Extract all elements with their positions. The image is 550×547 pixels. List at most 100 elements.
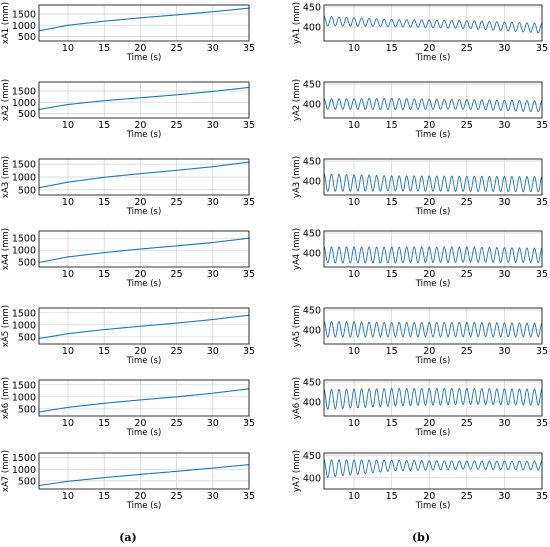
- chart-a2-xtick-label: 10: [62, 120, 74, 131]
- chart-a2-xtick-label: 35: [243, 120, 255, 131]
- chart-b6: 10 15 20 25 30 35 400 450 Time (s) yA6 (mm): [292, 377, 548, 438]
- chart-b3-xtick-label: 20: [423, 197, 435, 208]
- chart-a5-xtick-label: 35: [243, 346, 255, 357]
- chart-a4-ytick-label: 1000: [12, 246, 36, 257]
- chart-b5-xtick-label: 30: [498, 346, 510, 357]
- chart-a5-xlabel: Time (s): [126, 356, 162, 366]
- chart-b3-xtick-label: 10: [348, 197, 360, 208]
- chart-a4-xtick-label: 20: [134, 269, 146, 280]
- chart-a4-xlabel: Time (s): [126, 279, 162, 289]
- chart-a3-xtick-label: 10: [62, 197, 74, 208]
- chart-a1-xtick-label: 30: [207, 43, 219, 54]
- chart-a7-xtick-label: 30: [207, 491, 219, 502]
- chart-a5-xtick-label: 25: [171, 346, 183, 357]
- chart-b4-xtick-label: 10: [348, 269, 360, 280]
- chart-a2-xtick-label: 25: [171, 120, 183, 131]
- chart-a2-ylabel: xA2 (mm): [1, 79, 11, 121]
- chart-b1-xtick-label: 15: [386, 43, 398, 54]
- chart-a6-ytick-label: 1000: [12, 392, 36, 403]
- chart-b7-ytick-label: 400: [303, 473, 321, 484]
- chart-b4-xtick-label: 25: [461, 269, 473, 280]
- chart-b7-xtick-label: 30: [498, 491, 510, 502]
- chart-a6-ytick-label: 500: [18, 404, 36, 415]
- chart-b2-ytick-label: 450: [303, 80, 321, 91]
- chart-b2-frame: [323, 81, 543, 119]
- chart-a7-ytick-label: 1500: [12, 453, 36, 464]
- chart-a3-frame: [38, 158, 250, 196]
- chart-a1-series-0: [38, 7, 250, 32]
- chart-b6-xtick-label: 25: [461, 418, 473, 429]
- chart-b1-xtick-label: 20: [423, 43, 435, 54]
- chart-b1-xtick-label: 25: [461, 43, 473, 54]
- chart-b7-frame: [323, 452, 543, 490]
- chart-a1-ytick-label: 500: [18, 32, 36, 43]
- chart-a3-ylabel: xA3 (mm): [1, 156, 11, 198]
- chart-b1-xlabel: Time (s): [415, 53, 451, 63]
- chart-a2-xtick-label: 30: [207, 120, 219, 131]
- chart-b2-xtick-label: 25: [461, 120, 473, 131]
- panel-label-a: (a): [119, 531, 137, 544]
- chart-b3-ytick-label: 400: [303, 177, 321, 188]
- chart-a1-xtick-label: 35: [243, 43, 255, 54]
- chart-b5-ytick-label: 400: [303, 326, 321, 337]
- chart-b2-xtick-label: 10: [348, 120, 360, 131]
- chart-b4-frame: [323, 230, 543, 268]
- chart-a3-ytick-label: 500: [18, 185, 36, 196]
- chart-b5-xtick-label: 15: [386, 346, 398, 357]
- chart-a7-ylabel: xA7 (mm): [1, 450, 11, 492]
- chart-b2-ylabel: yA2 (mm): [292, 79, 302, 121]
- chart-a7-xtick-label: 10: [62, 491, 74, 502]
- chart-a1-xtick-label: 20: [134, 43, 146, 54]
- chart-a1-xtick-label: 25: [171, 43, 183, 54]
- chart-a1-ylabel: xA1 (mm): [1, 2, 11, 44]
- chart-b4-xtick-label: 30: [498, 269, 510, 280]
- chart-a5-ylabel: xA5 (mm): [1, 305, 11, 347]
- chart-b5-series-0: [323, 320, 543, 338]
- chart-b6-xtick-label: 10: [348, 418, 360, 429]
- chart-b5-xlabel: Time (s): [415, 356, 451, 366]
- chart-b2-xtick-label: 35: [536, 120, 548, 131]
- chart-b3-ytick-label: 450: [303, 157, 321, 168]
- chart-b1-series-0: [323, 15, 543, 34]
- chart-b2: 10 15 20 25 30 35 400 450 Time (s) yA2 (mm): [292, 79, 548, 140]
- chart-b1-ylabel: yA1 (mm): [292, 2, 302, 44]
- chart-a6-ytick-label: 1500: [12, 380, 36, 391]
- chart-b5-frame: [323, 307, 543, 345]
- chart-b2-ytick-label: 400: [303, 100, 321, 111]
- chart-b1-xtick-label: 10: [348, 43, 360, 54]
- chart-a2-xtick-label: 20: [134, 120, 146, 131]
- chart-a2-ytick-label: 1500: [12, 87, 36, 98]
- chart-a4-ytick-label: 1500: [12, 234, 36, 245]
- panel-label-b: (b): [412, 531, 430, 544]
- chart-b2-xtick-label: 15: [386, 120, 398, 131]
- chart-b5-xtick-label: 10: [348, 346, 360, 357]
- chart-b7-xtick-label: 10: [348, 491, 360, 502]
- chart-b6-xtick-label: 15: [386, 418, 398, 429]
- chart-a2-xlabel: Time (s): [126, 130, 162, 140]
- chart-b7-ytick-label: 450: [303, 451, 321, 462]
- chart-a5-series-0: [38, 314, 250, 340]
- chart-a5-xtick-label: 15: [98, 346, 110, 357]
- chart-b2-xtick-label: 30: [498, 120, 510, 131]
- chart-b3-series-0: [323, 173, 543, 193]
- chart-b3-xtick-label: 35: [536, 197, 548, 208]
- chart-a6-series-0: [38, 388, 250, 413]
- chart-a6-xlabel: Time (s): [126, 428, 162, 438]
- chart-b6-xlabel: Time (s): [415, 428, 451, 438]
- chart-a3-xtick-label: 15: [98, 197, 110, 208]
- chart-b4-xtick-label: 15: [386, 269, 398, 280]
- chart-b7-xtick-label: 35: [536, 491, 548, 502]
- chart-a6-xtick-label: 25: [171, 418, 183, 429]
- chart-a3-ytick-label: 1000: [12, 173, 36, 184]
- chart-a2-ytick-label: 500: [18, 109, 36, 120]
- chart-a7-xtick-label: 35: [243, 491, 255, 502]
- chart-a1-ytick-label: 1500: [12, 10, 36, 21]
- chart-a4-series-0: [38, 237, 250, 263]
- chart-a7-xtick-label: 25: [171, 491, 183, 502]
- chart-b7-ylabel: yA7 (mm): [292, 450, 302, 492]
- chart-b6-xtick-label: 20: [423, 418, 435, 429]
- chart-a4-xtick-label: 30: [207, 269, 219, 280]
